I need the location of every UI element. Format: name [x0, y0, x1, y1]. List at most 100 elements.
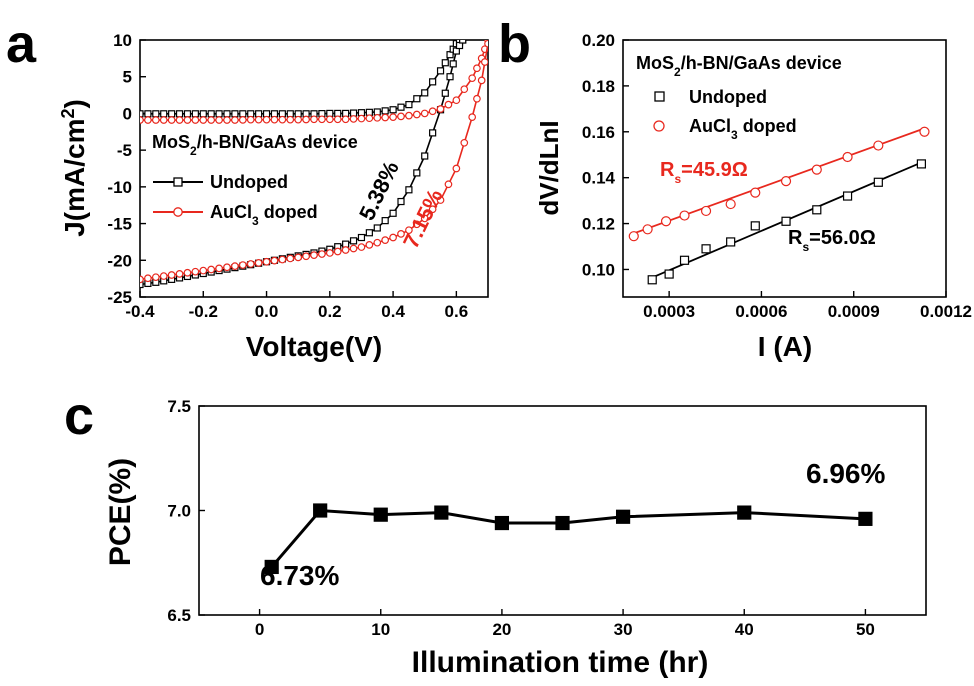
panel-a-undoped-dark-point	[152, 110, 160, 118]
panel-a-doped-light-point	[480, 58, 488, 66]
panel-a-doped-light-point	[405, 226, 413, 235]
panel-a-doped-light-point	[270, 256, 279, 265]
panel-b-legend-undoped: Undoped	[654, 87, 767, 107]
panel-a-undoped-dark-point	[144, 110, 152, 118]
panel-b-undoped-point	[812, 205, 822, 215]
panel-a-doped-dark-point	[144, 116, 152, 124]
panel-a-undoped-light-point	[413, 169, 421, 177]
panel-a-doped-dark-point	[199, 116, 208, 124]
panel-a-doped-light-point	[140, 275, 144, 284]
panel-c-xtick-label: 10	[371, 620, 390, 639]
panel-a-doped-light-point	[278, 255, 287, 264]
panel-a-undoped-light-point	[441, 89, 449, 97]
panel-a-doped-dark-point	[381, 113, 390, 122]
panel-a-legend-undoped: Undoped	[153, 172, 288, 192]
panel-a-xlabel: Voltage(V)	[246, 331, 382, 362]
panel-a-doped-light-point	[231, 262, 239, 271]
panel-a-undoped-light-point	[389, 209, 397, 217]
panel-a-doped-dark-point	[207, 116, 216, 124]
panel-a-doped-light-point	[144, 274, 152, 283]
panel-a-doped-light-point	[357, 243, 366, 251]
panel-a-xtick-label: 0.6	[445, 302, 469, 321]
panel-b-legend-label-doped: AuCl3 doped	[689, 116, 797, 142]
panel-a-doped-light-point	[159, 272, 168, 280]
panel-a-doped-light-point	[151, 273, 160, 282]
panel-b-ytick-label: 0.14	[582, 169, 616, 188]
panel-a-ytick-label: -10	[107, 178, 132, 197]
panel-a-doped-dark-point	[349, 115, 358, 123]
panel-a-doped-light-point	[468, 113, 477, 121]
panel-a-xtick-label: -0.2	[189, 302, 218, 321]
panel-a-undoped-dark-point	[183, 110, 192, 118]
panel-c-annotation-start: 6.73%	[260, 560, 339, 591]
panel-a-doped-light-point	[389, 233, 397, 242]
panel-a-xtick-label: 0.2	[318, 302, 342, 321]
panel-a-undoped-light-point	[449, 60, 457, 68]
panel-a-doped-dark-point	[318, 115, 326, 124]
panel-b-undoped-point	[842, 191, 853, 201]
panel-a-doped-dark-point	[405, 111, 413, 120]
panel-b-doped-point	[700, 205, 712, 217]
panel-a-doped-light-point	[333, 247, 342, 256]
panel-a-undoped-light-point	[373, 224, 381, 232]
panel-a-doped-dark-point	[436, 105, 445, 113]
panel-a-doped-dark-point	[310, 115, 318, 124]
panel-a-undoped-dark-point	[429, 78, 437, 86]
panel-a-doped-light-point	[428, 205, 437, 214]
panel-a-ylabel: J(mA/cm2)	[58, 99, 90, 237]
panel-c-pce-point	[494, 515, 510, 531]
panel-a-ytick-label: 5	[123, 68, 132, 87]
panel-a-doped-dark-point	[412, 110, 421, 119]
panel-a-doped-dark-point	[452, 96, 461, 105]
panel-a-doped-dark-point	[373, 113, 382, 122]
panel-b-ylabel: dV/dLnI	[534, 120, 564, 215]
panel-a-undoped-light-point	[429, 129, 437, 137]
panel-a-doped-dark-point	[333, 115, 342, 124]
panel-a-doped-dark-point	[389, 113, 397, 121]
panel-a-ytick-label: -5	[117, 141, 132, 160]
panel-c-pce-point	[858, 511, 873, 526]
panel-b-doped-point	[660, 216, 672, 227]
panel-a-doped-light-point	[167, 271, 176, 279]
panel-a: -0.4 -0.2 0.0 0.2 0.4 0.6 -25 -20 -15 -10 -5 0 5 10 V…	[58, 31, 489, 362]
panel-a-undoped-dark-point	[199, 110, 207, 118]
panel-a-legend-label-doped: AuCl3 doped	[210, 202, 318, 228]
panel-b-doped-point	[780, 176, 792, 187]
panel-b-xtick-label: 0.0009	[828, 302, 880, 321]
panel-a-undoped-dark-line	[140, 40, 464, 115]
panel-c-pce-point	[264, 559, 279, 575]
panel-c-xtick-label: 40	[735, 620, 754, 639]
panel-a-xtick-label: 0.0	[255, 302, 279, 321]
panel-a-doped-light-point	[262, 257, 271, 266]
panel-c-pce-point	[555, 515, 570, 531]
panel-a-doped-light-point	[254, 259, 263, 267]
panel-b-doped-point	[750, 187, 761, 198]
panel-b-undoped-point	[916, 159, 926, 169]
panel-a-undoped-light-point	[421, 152, 429, 160]
panel-b-doped-point	[642, 224, 653, 235]
panel-c-xtick-label: 0	[255, 620, 264, 639]
panel-c-pce-point	[373, 507, 388, 522]
panel-a-doped-light-point	[175, 270, 184, 278]
panel-a-doped-light-point	[381, 236, 390, 244]
panel-a-doped-dark-point	[246, 115, 255, 124]
panel-a-doped-light-point	[373, 238, 382, 247]
panel-b-legend-title: MoS2/h-BN/GaAs device	[636, 53, 842, 79]
panel-a-doped-dark-point	[159, 116, 168, 124]
panel-a-doped-dark-point	[191, 116, 200, 124]
panel-b-undoped-point	[664, 269, 674, 279]
panel-a-doped-light-point	[302, 252, 310, 261]
panel-a-undoped-dark-point	[160, 110, 168, 118]
panel-c-pce-point	[434, 505, 449, 520]
panel-b-xtick-label: 0.0006	[735, 302, 787, 321]
panel-a-doped-dark-point	[278, 115, 287, 124]
panel-a-xtick-label: 0.4	[381, 302, 405, 321]
panel-b: 0.0003 0.0006 0.0009 0.0012 0.10 0.12 0.14 0.16…	[534, 31, 972, 362]
panel-b-rs-undoped: Rs=56.0Ω	[788, 227, 876, 254]
panel-b-doped-point	[842, 151, 853, 163]
panel-a-ytick-label: -15	[107, 215, 132, 234]
panel-a-doped-light-point	[325, 249, 334, 257]
panel-a-doped-light-point	[460, 138, 469, 147]
panel-a-doped-light-point	[246, 260, 255, 268]
panel-b-undoped-point	[701, 244, 711, 254]
